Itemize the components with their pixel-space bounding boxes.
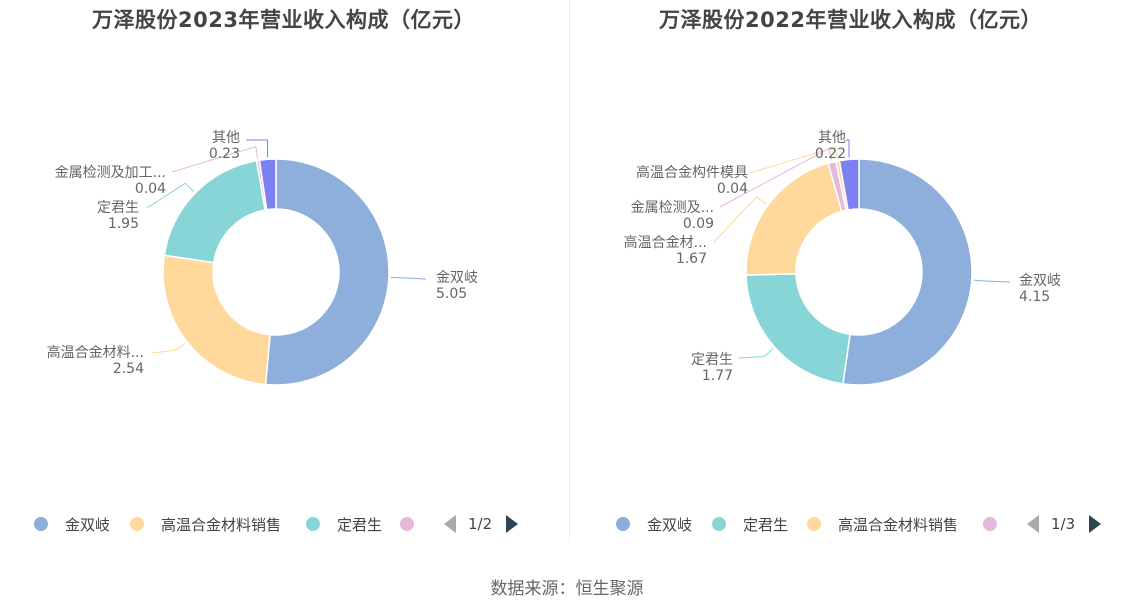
- slice-label-name: 高温合金材...: [624, 234, 707, 251]
- legend-item[interactable]: 高温合金材料销售: [130, 512, 281, 536]
- slice-label-name: 金双岐: [436, 270, 478, 286]
- chart-title: 万泽股份2022年营业收入构成（亿元）: [659, 8, 1042, 32]
- leader-line: [973, 279, 1011, 283]
- legend-item[interactable]: 定君生: [712, 512, 788, 536]
- slice-label-name: 高温合金材料...: [47, 344, 144, 361]
- leader-line: [151, 342, 186, 354]
- slice-label-name: 金属检测及加工...: [55, 165, 166, 181]
- slice-label-value: 0.04: [717, 181, 748, 197]
- slice-label-name: 定君生: [691, 352, 733, 368]
- next-page-icon[interactable]: [506, 515, 519, 533]
- leader-line: [846, 139, 850, 158]
- donut-slice[interactable]: [745, 272, 851, 385]
- slice-label-value: 4.15: [1019, 289, 1050, 305]
- donut-slice[interactable]: [838, 158, 860, 211]
- slice-label-name: 其他: [212, 130, 240, 146]
- slice-label-name: 其他: [818, 130, 846, 146]
- slice-label-name: 金双岐: [1019, 273, 1061, 289]
- prev-page-icon[interactable]: [444, 515, 456, 533]
- slice-label-value: 0.09: [683, 216, 714, 232]
- page-indicator: 1/3: [1051, 515, 1076, 533]
- slice-label-value: 0.04: [135, 181, 166, 197]
- next-page-icon[interactable]: [1089, 515, 1102, 533]
- legend: 金双岐 高温合金材料销售 定君生 1/2: [0, 512, 567, 536]
- donut-slice[interactable]: [162, 254, 271, 386]
- legend-pager: 1/2: [444, 512, 519, 536]
- slice-label-value: 0.23: [209, 146, 240, 162]
- slice-label-value: 5.05: [436, 286, 467, 302]
- donut-slice[interactable]: [264, 158, 390, 386]
- leader-line: [719, 147, 832, 208]
- donut-slices[interactable]: [745, 158, 973, 386]
- leader-line: [171, 145, 259, 173]
- legend-dot-icon: [34, 517, 48, 531]
- slice-label-name: 金属检测及...: [631, 200, 714, 216]
- legend-dot-icon: [400, 517, 414, 531]
- leader-line: [390, 276, 427, 280]
- leader-line: [712, 196, 767, 244]
- chart-title: 万泽股份2023年营业收入构成（亿元）: [92, 8, 475, 32]
- legend-item[interactable]: [983, 512, 1014, 536]
- legend-item[interactable]: 金双岐: [34, 512, 110, 536]
- legend-dot-icon: [306, 517, 320, 531]
- slice-label-name: 高温合金构件模具: [636, 164, 748, 181]
- legend-label: 金双岐: [65, 515, 111, 534]
- donut-slice[interactable]: [745, 162, 843, 276]
- legend-label: 定君生: [743, 515, 789, 534]
- leader-line: [246, 139, 269, 158]
- leader-line: [749, 146, 838, 174]
- slice-label-value: 1.77: [702, 368, 733, 384]
- slice-label-name: 定君生: [97, 200, 139, 216]
- legend-item[interactable]: 高温合金材料销售: [807, 512, 958, 536]
- legend: 金双岐 定君生 高温合金材料销售 1/3: [567, 512, 1134, 536]
- data-source: 数据来源：恒生聚源: [490, 579, 644, 599]
- legend-dot-icon: [712, 517, 726, 531]
- donut-slice[interactable]: [842, 158, 973, 386]
- legend-dot-icon: [807, 517, 821, 531]
- legend-dot-icon: [983, 517, 997, 531]
- leader-line: [738, 348, 774, 359]
- legend-label: 高温合金材料销售: [161, 515, 282, 534]
- legend-pager: 1/3: [1027, 512, 1102, 536]
- slice-label-value: 1.95: [108, 216, 139, 232]
- legend-label: 高温合金材料销售: [838, 515, 959, 534]
- donut-slice[interactable]: [163, 159, 267, 264]
- page-indicator: 1/2: [468, 515, 493, 533]
- leader-line: [146, 182, 195, 209]
- legend-item[interactable]: 定君生: [306, 512, 382, 536]
- panel-divider: [569, 0, 570, 542]
- slice-label-value: 1.67: [676, 251, 707, 267]
- chart-panel-2023: 万泽股份2023年营业收入构成（亿元） 金双岐 5.05 高温合金材料... 2.54…: [0, 0, 567, 545]
- legend-label: 定君生: [337, 515, 383, 534]
- chart-panel-2022: 万泽股份2022年营业收入构成（亿元） 金双岐 4.15 定君生 1.77 高温合金材.…: [567, 0, 1134, 545]
- legend-label: 金双岐: [647, 515, 693, 534]
- legend-item[interactable]: [400, 512, 431, 536]
- legend-dot-icon: [616, 517, 630, 531]
- slice-label-value: 0.22: [815, 146, 846, 162]
- prev-page-icon[interactable]: [1027, 515, 1039, 533]
- legend-dot-icon: [130, 517, 144, 531]
- slice-label-value: 2.54: [113, 361, 144, 377]
- donut-slice[interactable]: [258, 158, 277, 211]
- donut-slices[interactable]: [162, 158, 390, 386]
- legend-item[interactable]: 金双岐: [616, 512, 692, 536]
